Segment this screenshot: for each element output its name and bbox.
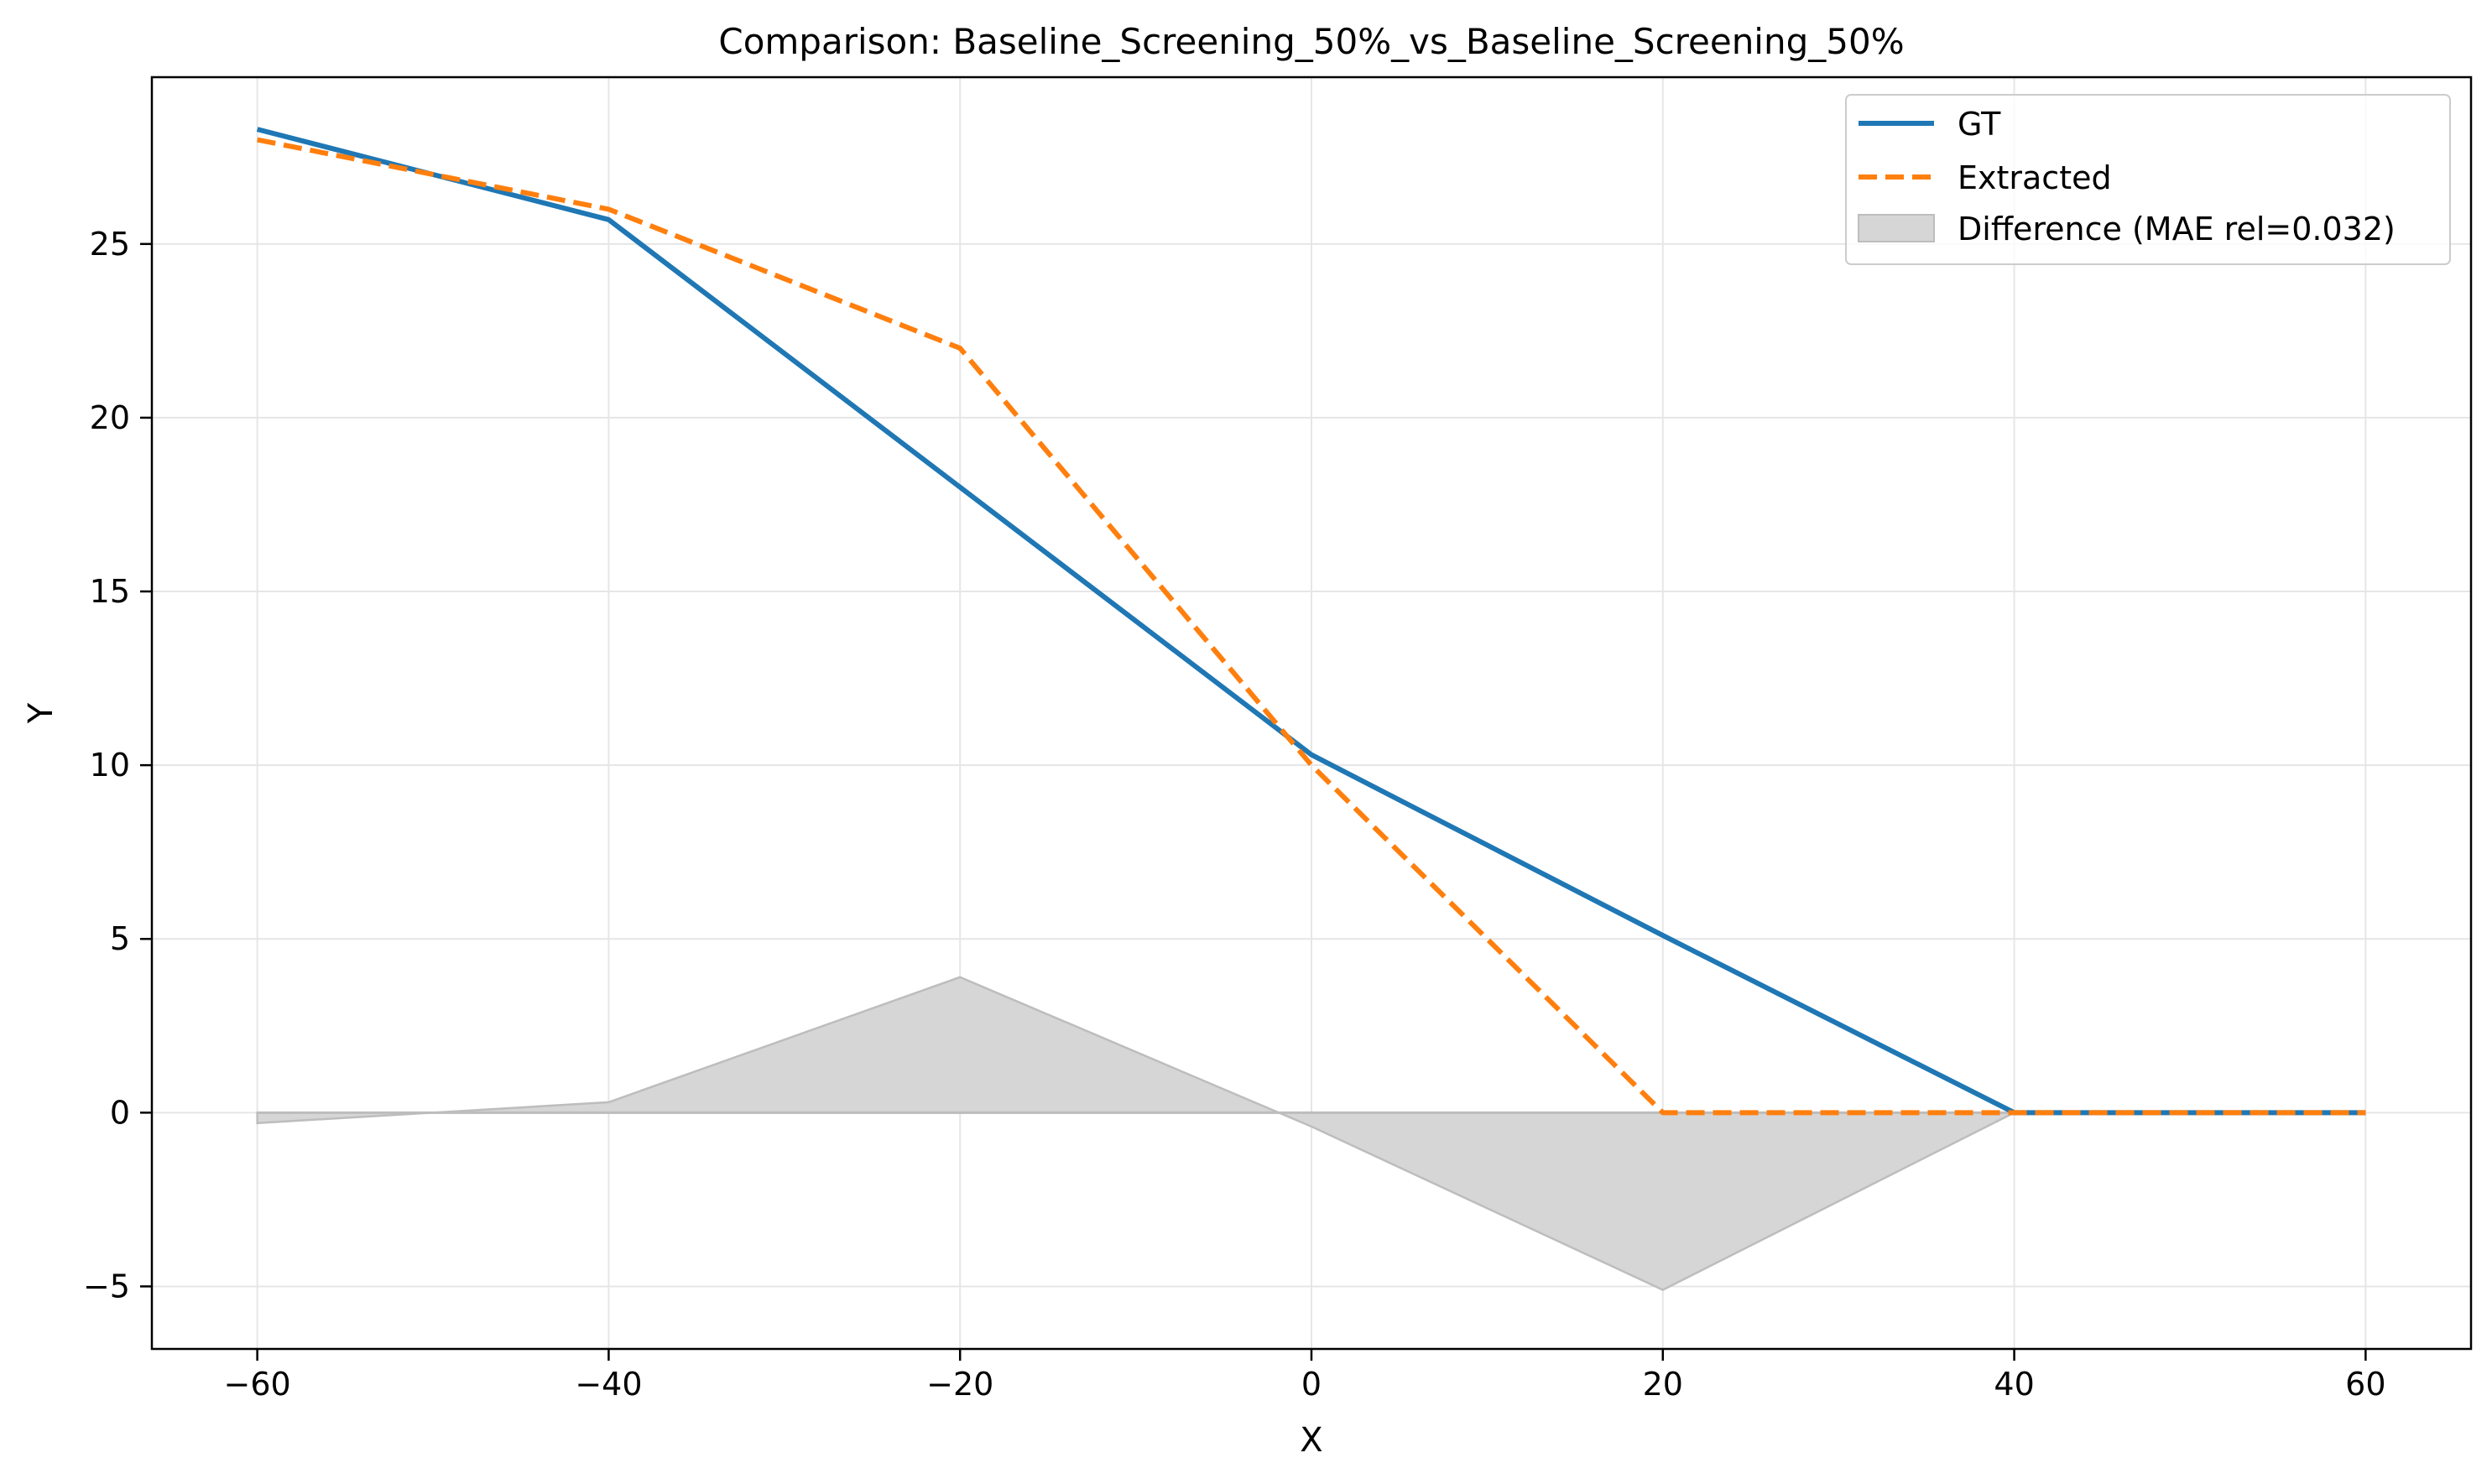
series-line-extracted <box>257 137 2366 1116</box>
x-axis-label: X <box>1300 1421 1322 1460</box>
y-axis-ticks: −5 0 5 10 15 20 25 <box>83 226 152 1304</box>
y-tick-label-4: 15 <box>90 573 130 610</box>
series-lines-group <box>256 127 2366 1116</box>
x-tick-label-4: 20 <box>1643 1366 1683 1403</box>
y-tick-label-2: 5 <box>110 920 130 957</box>
y-tick-label-6: 25 <box>90 226 130 263</box>
x-tick-label-5: 40 <box>1994 1366 2034 1403</box>
y-tick-label-0: −5 <box>83 1268 130 1304</box>
legend-entry-gt: GT <box>1859 106 2001 143</box>
chart-title: Comparison: Baseline_Screening_50%_vs_Ba… <box>718 21 1904 62</box>
legend: GT Extracted Difference (MAE rel=0.032) <box>1845 94 2451 265</box>
legend-box <box>1845 94 2451 265</box>
x-tick-label-0: −60 <box>224 1366 291 1403</box>
x-tick-label-1: −40 <box>575 1366 642 1403</box>
legend-difference-label: Difference (MAE rel=0.032) <box>1958 211 2396 247</box>
legend-entry-extracted: Extracted <box>1859 159 2112 196</box>
legend-gt-label: GT <box>1958 106 2001 143</box>
y-tick-label-3: 10 <box>90 747 130 784</box>
x-axis-ticks: −60 −40 −20 0 20 40 60 <box>224 1349 2386 1403</box>
x-tick-label-2: −20 <box>926 1366 993 1403</box>
x-tick-label-3: 0 <box>1301 1366 1322 1403</box>
legend-entry-difference: Difference (MAE rel=0.032) <box>1858 211 2396 247</box>
y-axis-label: Y <box>22 702 60 724</box>
legend-difference-swatch <box>1858 214 1935 242</box>
legend-extracted-label: Extracted <box>1958 159 2112 196</box>
y-tick-label-1: 0 <box>110 1094 130 1131</box>
x-tick-label-6: 60 <box>2345 1366 2385 1403</box>
y-tick-label-5: 20 <box>90 399 130 436</box>
